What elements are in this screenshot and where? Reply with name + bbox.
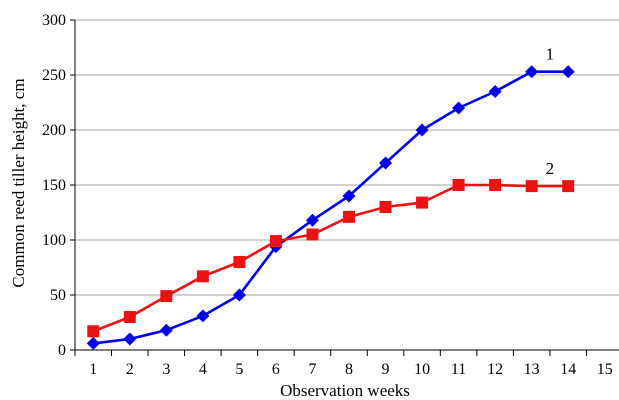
x-tick-label: 6 (272, 361, 280, 378)
y-tick-label: 0 (58, 342, 66, 359)
y-tick-label: 200 (42, 122, 66, 139)
data-point (306, 228, 319, 241)
data-point (123, 311, 136, 323)
series-group: 12 (86, 45, 575, 350)
series-2: 2 (87, 159, 575, 338)
y-axis-title: Common reed tiller height, cm (9, 78, 28, 287)
data-point (160, 290, 173, 303)
data-point (343, 210, 355, 223)
data-point (452, 179, 465, 191)
data-point (123, 332, 137, 346)
x-tick-label: 1 (89, 361, 97, 378)
y-tick-label: 250 (42, 67, 66, 84)
data-point (489, 179, 502, 191)
data-point (525, 65, 539, 79)
data-point (342, 189, 356, 203)
y-axis-ticks: 0 50 100 150 200 250 300 (42, 12, 75, 359)
data-point (379, 156, 393, 170)
series-1: 1 (86, 45, 575, 350)
x-tick-label: 7 (308, 361, 316, 378)
y-tick-label: 50 (50, 287, 66, 304)
data-point (196, 270, 209, 283)
x-tick-label: 8 (345, 361, 353, 378)
data-point (305, 213, 319, 227)
x-tick-label: 4 (199, 361, 207, 378)
series-label-1: 1 (546, 45, 555, 64)
data-point (525, 180, 538, 193)
x-tick-label: 12 (487, 361, 503, 378)
x-tick-label: 9 (382, 361, 390, 378)
data-point (269, 235, 282, 248)
data-point (232, 288, 246, 302)
x-tick-label: 5 (235, 361, 243, 378)
x-tick-label: 11 (451, 361, 466, 378)
x-tick-label: 10 (414, 361, 430, 378)
x-tick-label: 3 (162, 361, 170, 378)
data-point (196, 309, 210, 323)
x-tick-label: 2 (126, 361, 134, 378)
x-axis-ticks: 1 2 3 4 5 6 7 8 9 10 11 12 13 14 15 (74, 350, 613, 378)
data-point (233, 256, 246, 268)
x-tick-label: 13 (524, 361, 540, 378)
series-label-2: 2 (546, 159, 555, 178)
data-point (87, 325, 100, 338)
data-point (159, 323, 173, 337)
data-point (452, 101, 466, 115)
x-tick-label: 15 (597, 361, 613, 378)
x-tick-label: 14 (560, 361, 576, 378)
x-axis-title: Observation weeks (280, 381, 410, 400)
series-line-2 (92, 183, 569, 333)
data-point (562, 180, 575, 193)
y-tick-label: 150 (42, 177, 66, 194)
data-point (379, 201, 392, 213)
data-point (415, 123, 429, 137)
y-tick-label: 300 (42, 12, 66, 29)
series-line-1 (93, 70, 569, 345)
data-point (416, 196, 429, 209)
y-tick-label: 100 (42, 232, 66, 249)
data-point (86, 336, 100, 350)
gridlines (75, 19, 619, 296)
data-point (488, 85, 502, 98)
data-point (561, 65, 575, 79)
